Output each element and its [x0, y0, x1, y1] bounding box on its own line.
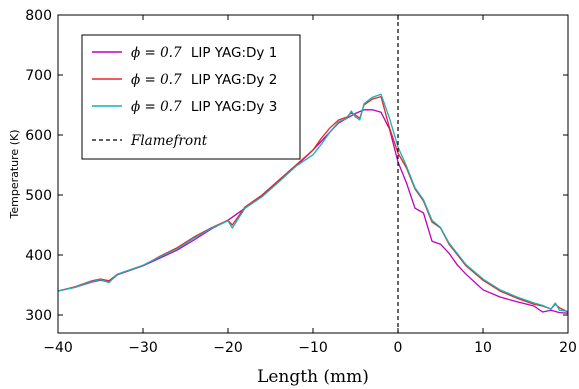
legend-label-series-2: ϕ = 0.7 LIP YAG:Dy 2 [131, 72, 277, 88]
y-axis-label: Temperature (K) [8, 130, 21, 220]
y-tick-label: 600 [25, 128, 52, 144]
legend-label-series-3: ϕ = 0.7 LIP YAG:Dy 3 [131, 99, 277, 115]
legend: ϕ = 0.7 LIP YAG:Dy 1 ϕ = 0.7 LIP YAG:Dy … [81, 34, 301, 160]
legend-text-series-1: LIP YAG:Dy 1 [191, 45, 277, 61]
series-line-3 [57, 93, 569, 313]
x-tick-label: −40 [43, 340, 73, 356]
legend-entry-series-1: ϕ = 0.7 LIP YAG:Dy 1 [92, 45, 277, 61]
legend-entry-flamefront: Flamefront [92, 133, 208, 149]
series-line-2 [57, 95, 569, 313]
ticks-layer: −40 −30 −20 −10 0 10 20 300 400 500 600 700 800 [25, 8, 577, 356]
y-tick-label: 800 [25, 8, 52, 24]
x-tick-label: 10 [474, 340, 492, 356]
x-tick-label: −10 [298, 340, 328, 356]
legend-text-series-3: LIP YAG:Dy 3 [191, 99, 277, 115]
legend-math-series-1: ϕ = 0.7 [131, 45, 182, 61]
series-line-1 [57, 109, 569, 314]
legend-text-series-2: LIP YAG:Dy 2 [191, 72, 277, 88]
y-tick-label: 700 [25, 68, 52, 84]
x-tick-label: −30 [128, 340, 158, 356]
legend-math-series-2: ϕ = 0.7 [131, 72, 182, 88]
x-tick-label: 20 [559, 340, 577, 356]
legend-box [81, 34, 301, 160]
legend-label-series-1: ϕ = 0.7 LIP YAG:Dy 1 [131, 45, 277, 61]
x-tick-label: 0 [394, 340, 403, 356]
y-tick-label: 400 [25, 248, 52, 264]
x-axis-label: Length (mm) [257, 367, 369, 387]
series-layer [57, 93, 569, 314]
x-tick-label: −20 [213, 340, 243, 356]
legend-entry-series-2: ϕ = 0.7 LIP YAG:Dy 2 [92, 72, 277, 88]
y-tick-label: 500 [25, 188, 52, 204]
legend-math-series-3: ϕ = 0.7 [131, 99, 182, 115]
legend-entry-series-3: ϕ = 0.7 LIP YAG:Dy 3 [92, 99, 277, 115]
y-tick-label: 300 [25, 308, 52, 324]
legend-label-flamefront: Flamefront [130, 133, 208, 149]
